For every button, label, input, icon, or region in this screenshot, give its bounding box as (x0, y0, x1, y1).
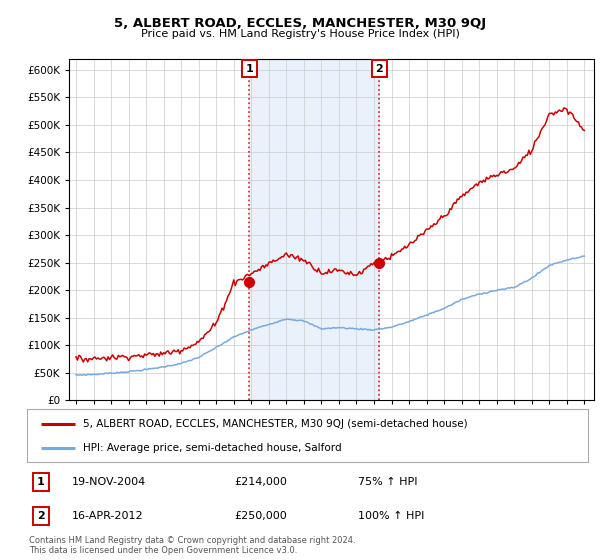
Text: £214,000: £214,000 (235, 477, 287, 487)
Text: 1: 1 (245, 64, 253, 74)
Text: £250,000: £250,000 (235, 511, 287, 521)
Text: 1: 1 (37, 477, 45, 487)
FancyBboxPatch shape (27, 409, 588, 462)
Text: 75% ↑ HPI: 75% ↑ HPI (358, 477, 418, 487)
Text: This data is licensed under the Open Government Licence v3.0.: This data is licensed under the Open Gov… (29, 545, 297, 555)
Bar (250, 59, 379, 400)
Text: HPI: Average price, semi-detached house, Salford: HPI: Average price, semi-detached house,… (83, 443, 342, 453)
Text: Contains HM Land Registry data © Crown copyright and database right 2024.: Contains HM Land Registry data © Crown c… (29, 536, 355, 545)
Text: Price paid vs. HM Land Registry's House Price Index (HPI): Price paid vs. HM Land Registry's House … (140, 29, 460, 39)
Text: 19-NOV-2004: 19-NOV-2004 (72, 477, 146, 487)
Text: 2: 2 (37, 511, 45, 521)
Text: 16-APR-2012: 16-APR-2012 (72, 511, 143, 521)
Text: 2: 2 (375, 64, 383, 74)
Text: 5, ALBERT ROAD, ECCLES, MANCHESTER, M30 9QJ (semi-detached house): 5, ALBERT ROAD, ECCLES, MANCHESTER, M30 … (83, 419, 468, 429)
Text: 100% ↑ HPI: 100% ↑ HPI (358, 511, 424, 521)
Text: 5, ALBERT ROAD, ECCLES, MANCHESTER, M30 9QJ: 5, ALBERT ROAD, ECCLES, MANCHESTER, M30 … (114, 17, 486, 30)
